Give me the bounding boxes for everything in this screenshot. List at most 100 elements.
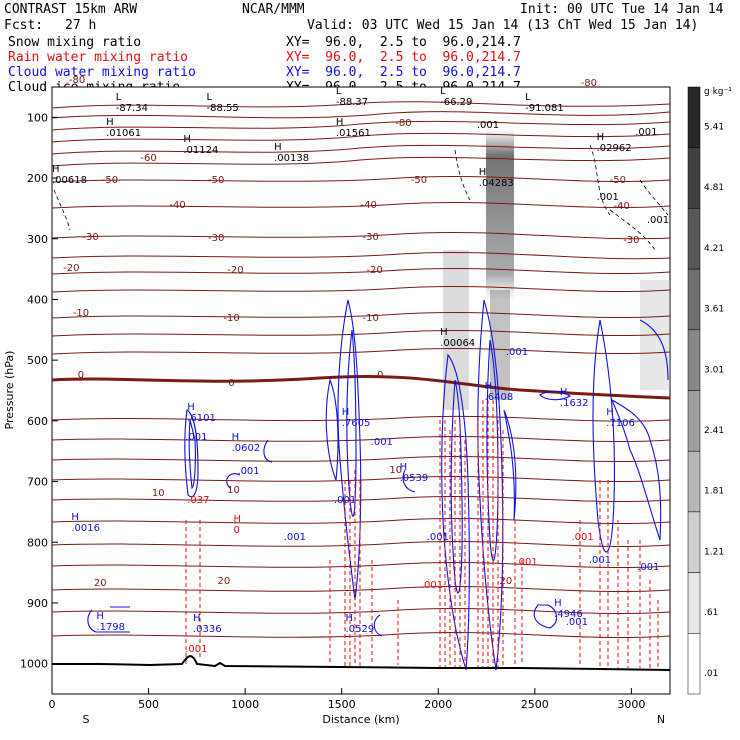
extremum-symbol: H [400, 462, 408, 473]
colorbar-segment [687, 450, 701, 513]
isotherm-label: -80 [581, 78, 597, 89]
axes: 0 500 1000 1500 2000 2500 30001002003004005006… [20, 111, 645, 711]
extremum-value: .6101 [187, 413, 216, 424]
extremum-symbol: H [346, 613, 354, 624]
isotherm-label: -30 [623, 235, 639, 246]
extremum-symbol: H [597, 132, 605, 143]
colorbar-label: 5.41 [704, 122, 724, 132]
contour-label: .001 [566, 617, 588, 628]
extremum-value: .1798 [96, 622, 125, 633]
x-tick-label: 1500 [328, 698, 356, 711]
extremum-symbol: H [232, 432, 240, 443]
extremum-value: .7605 [342, 418, 371, 429]
field-snow-name: Snow mixing ratio [8, 35, 142, 50]
isotherm-label: 20 [499, 576, 512, 587]
y-tick-label: 500 [27, 354, 48, 367]
isotherm-label: -60 [140, 153, 156, 164]
extremum-value: .0336 [193, 624, 222, 635]
isotherm-label: -30 [208, 233, 224, 244]
x-tick-label: 2500 [521, 698, 549, 711]
cloud-ice-contours [53, 144, 669, 251]
contour-label: .001 [637, 562, 659, 573]
snow-shade-column [490, 290, 510, 400]
snow-shade-column [486, 130, 514, 300]
extremum-symbol: L [116, 92, 122, 103]
colorbar-segment [687, 390, 701, 452]
extremum-symbol: L [207, 92, 213, 103]
field-snow-xy: XY= 96.0, 2.5 to 96.0,214.7 [286, 35, 521, 50]
colorbar-label: 3.01 [704, 365, 724, 375]
colorbar-segment [687, 147, 701, 209]
isotherm-label: -20 [227, 265, 243, 276]
colorbar-label: 1.21 [704, 547, 724, 557]
extremum-value: .0529 [346, 624, 375, 635]
contour-label: .037 [187, 495, 209, 506]
field-labels: -80 -80 -80 -60 -50 -50 -50 -50 -40 -40 -40 -30 -30 -… [52, 75, 669, 655]
colorbar-segment [687, 208, 701, 270]
extremum-value: 0 [234, 525, 240, 536]
colorbar-label: 4.81 [704, 183, 724, 193]
isotherm-label: -50 [102, 175, 118, 186]
x-tick-label: 3000 [617, 698, 645, 711]
extremum-symbol: H [485, 381, 493, 392]
contour-label: .001 [284, 532, 306, 543]
colorbar-label: 3.61 [704, 305, 724, 315]
y-axis-title: Pressure (hPa) [3, 351, 16, 430]
y-tick-label: 600 [27, 415, 48, 428]
contour-label: .001 [572, 532, 594, 543]
colorbar-segment [687, 633, 701, 695]
contour-label: .001 [589, 555, 611, 566]
y-tick-label: 400 [27, 293, 48, 306]
contour-label: .001 [334, 495, 356, 506]
contour-label: .001 [477, 120, 499, 131]
y-tick-label: 800 [27, 536, 48, 549]
colorbar-label: .01 [704, 669, 718, 679]
extremum-value: -66.29 [440, 97, 472, 108]
colorbar-segment [687, 329, 701, 391]
extremum-symbol: H [71, 512, 79, 523]
extremum-value: -88.37 [336, 97, 368, 108]
extremum-value: .00138 [274, 153, 309, 164]
isotherm-label: -40 [614, 201, 630, 212]
extremum-symbol: H [193, 613, 201, 624]
extremum-symbol: L [336, 86, 342, 97]
isotherm-label: 0 [78, 370, 84, 381]
extremum-symbol: H [234, 514, 242, 525]
isotherm-label: -40 [169, 200, 185, 211]
y-tick-label: 100 [27, 111, 48, 124]
source-label: NCAR/MMM [242, 2, 305, 17]
isotherm-label: -80 [69, 75, 85, 86]
contour-label: .001 [427, 532, 449, 543]
extremum-symbol: L [440, 86, 446, 97]
extremum-value: -91.081 [525, 103, 564, 114]
extremum-value: .4946 [554, 609, 583, 620]
model-title: CONTRAST 15km ARW [4, 2, 138, 17]
isotherm-label: 0 [377, 370, 383, 381]
extremum-value: .1632 [560, 398, 589, 409]
valid-time: Valid: 03 UTC Wed 15 Jan 14 (13 ChT Wed … [307, 18, 699, 33]
isotherm-label: -10 [223, 313, 239, 324]
fcst-label: Fcst: [4, 18, 44, 33]
y-tick-label: 700 [27, 476, 48, 489]
south-label: S [83, 713, 90, 726]
extremum-symbol: H [187, 402, 195, 413]
extremum-value: .01124 [183, 145, 218, 156]
colorbar-label: .61 [704, 608, 718, 618]
contour-label: .001 [237, 466, 259, 477]
extremum-symbol: L [525, 92, 531, 103]
extremum-symbol: H [560, 387, 568, 398]
field-rain-name: Rain water mixing ratio [8, 50, 189, 65]
isotherm-label: 10 [152, 488, 165, 499]
y-tick-label: 200 [27, 172, 48, 185]
extremum-value: .02962 [597, 143, 632, 154]
y-tick-label: 1000 [20, 658, 48, 671]
extremum-symbol: H [52, 164, 60, 175]
colorbar-label: 2.41 [704, 426, 724, 436]
isotherm-label: -20 [63, 263, 79, 274]
isotherm-label: -30 [362, 232, 378, 243]
extremum-symbol: H [479, 167, 487, 178]
extremum-value: .00064 [440, 338, 475, 349]
colorbar-segment [687, 511, 701, 573]
plot-frame [51, 86, 671, 695]
